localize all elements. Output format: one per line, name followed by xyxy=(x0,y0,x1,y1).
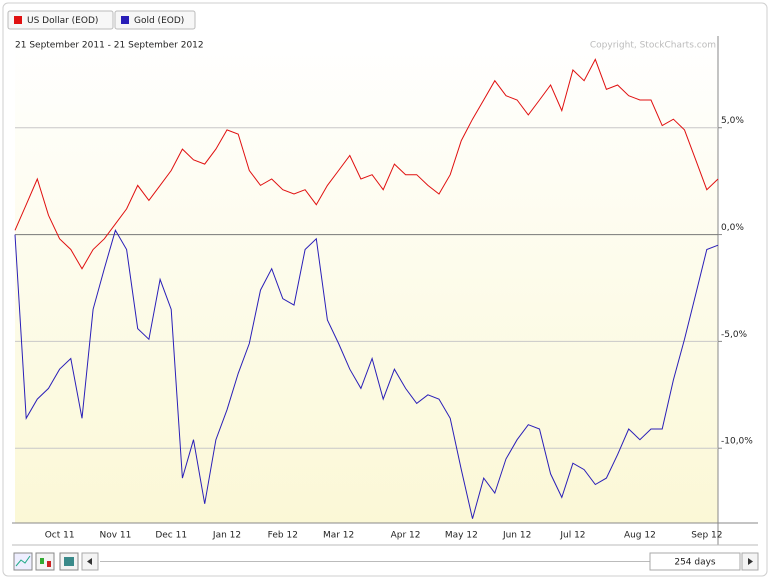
legend-button xyxy=(114,10,196,30)
plot-area xyxy=(15,38,718,523)
x-tick-label: Jan 12 xyxy=(212,531,241,541)
x-tick-label: Jun 12 xyxy=(502,531,531,541)
legend-item[interactable]: US Dollar (EOD) xyxy=(7,10,114,30)
y-tick-label: 5,0% xyxy=(721,116,744,126)
legend-swatch xyxy=(14,16,22,24)
legend-button xyxy=(7,10,114,30)
icon xyxy=(64,557,74,566)
x-tick-label: Feb 12 xyxy=(268,531,298,541)
y-tick-label: -10,0% xyxy=(721,437,753,447)
legend-label: Gold (EOD) xyxy=(134,16,184,26)
icon xyxy=(87,558,92,565)
x-tick-label: Jul 12 xyxy=(559,531,585,541)
date-range: 21 September 2011 - 21 September 2012 xyxy=(15,41,204,51)
period: 254 days xyxy=(674,558,716,568)
period-box[interactable] xyxy=(649,552,741,571)
x-tick-label: Dec 11 xyxy=(155,531,187,541)
plot xyxy=(14,58,719,519)
icon xyxy=(47,561,51,567)
series-line xyxy=(14,229,719,519)
y-tick-label: -5,0% xyxy=(721,330,748,340)
copyright: Copyright, StockCharts.com xyxy=(590,41,716,51)
icon xyxy=(15,555,31,567)
x-tick-label: Oct 11 xyxy=(45,531,75,541)
x-tick-label: Sep 12 xyxy=(691,531,722,541)
x-tick-label: Aug 12 xyxy=(624,531,656,541)
x-tick-label: Apr 12 xyxy=(391,531,421,541)
x-tick-label: Mar 12 xyxy=(323,531,354,541)
bar-button[interactable] xyxy=(35,552,55,571)
icon xyxy=(748,558,753,565)
legend-item[interactable]: Gold (EOD) xyxy=(114,10,196,30)
x-tick-label: Nov 11 xyxy=(99,531,131,541)
legend: US Dollar (EOD) Gold (EOD) xyxy=(7,10,196,30)
series-line xyxy=(14,58,719,270)
icon xyxy=(40,558,44,564)
legend-swatch xyxy=(121,16,129,24)
legend-label: US Dollar (EOD) xyxy=(27,16,98,26)
x-tick-label: May 12 xyxy=(445,531,478,541)
y-tick-label: 0,0% xyxy=(721,223,744,233)
